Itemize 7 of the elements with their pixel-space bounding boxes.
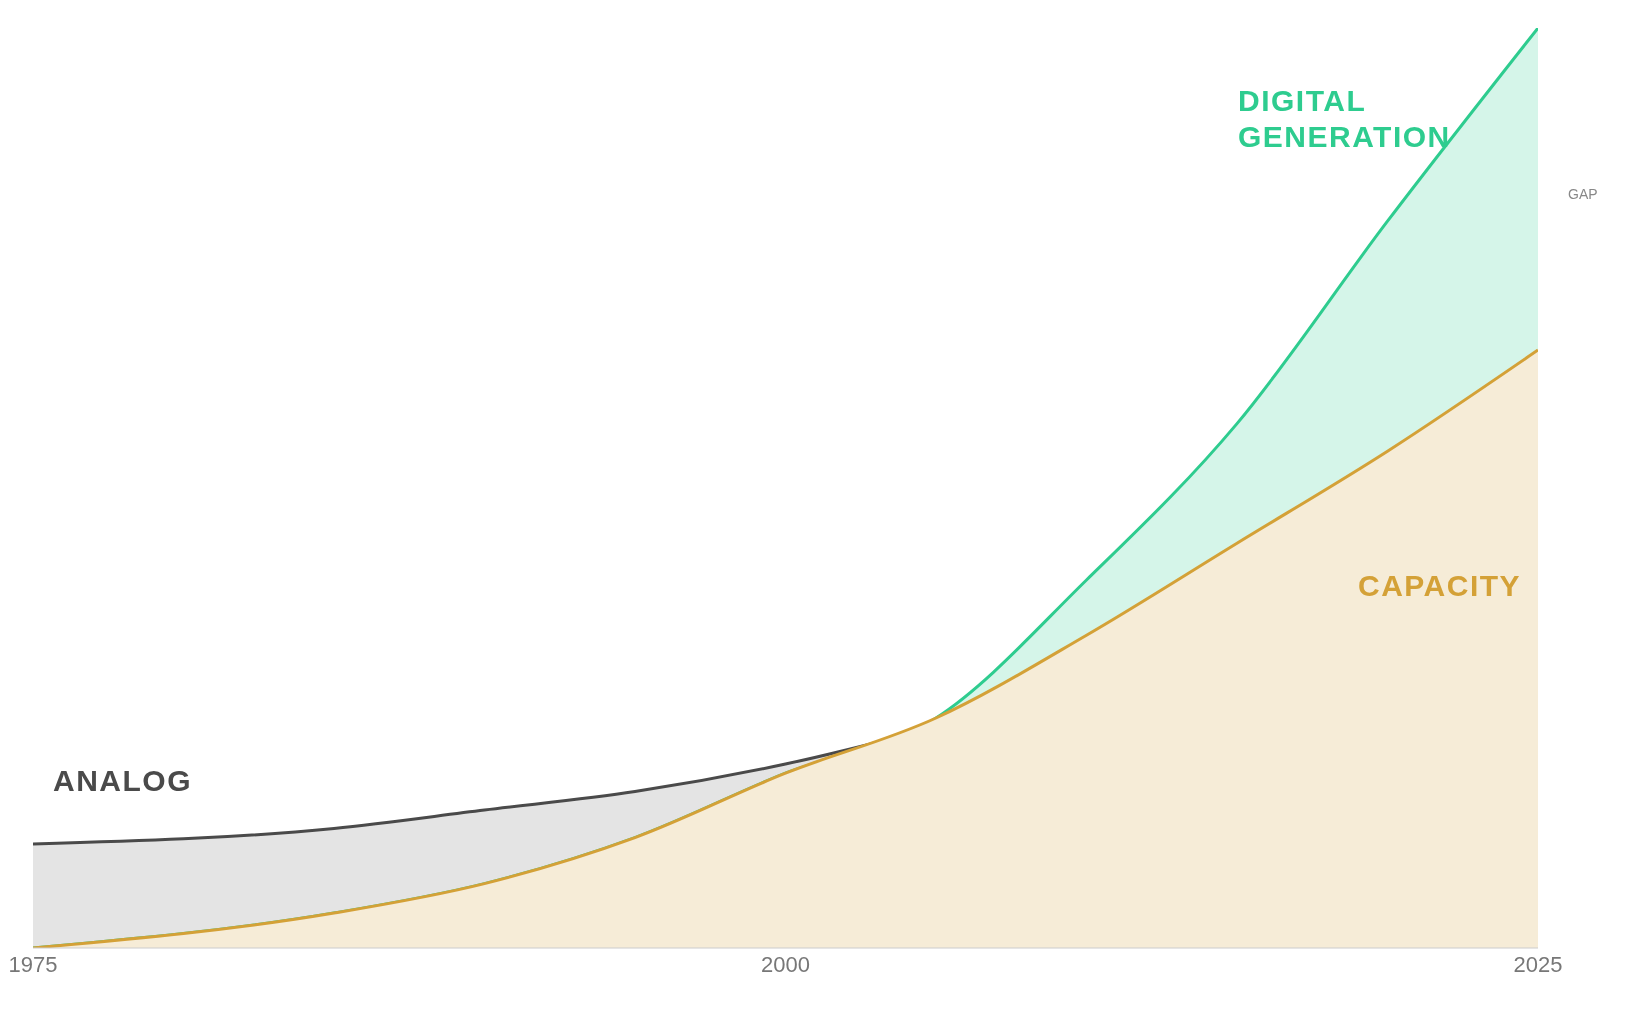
series-label: DIGITAL GENERATION	[1238, 83, 1452, 155]
x-tick-label: 2000	[761, 951, 810, 977]
series-label: CAPACITY	[1358, 568, 1523, 604]
x-tick-label: 2025	[1513, 951, 1563, 977]
annotation: GAP	[1568, 185, 1598, 202]
series-label: ANALOG	[53, 763, 193, 799]
x-tick-label: 1975	[8, 951, 58, 977]
